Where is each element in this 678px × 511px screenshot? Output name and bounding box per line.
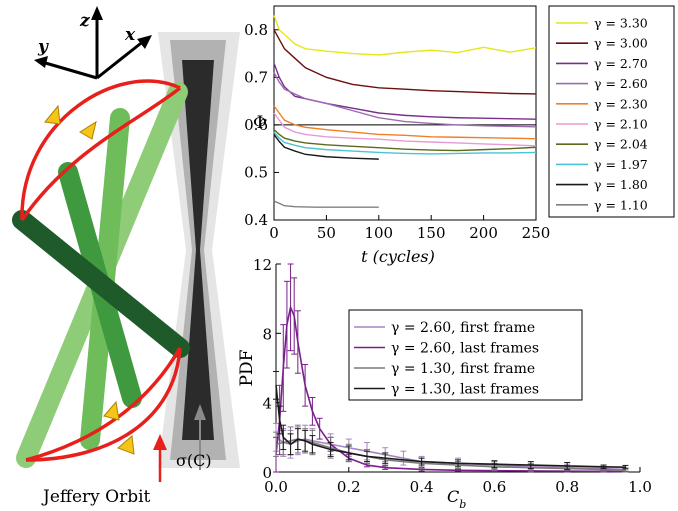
x-tick-label: 0.4 [410, 478, 434, 496]
axis-z-label: z [79, 11, 90, 31]
y-tick-label: 4 [262, 395, 272, 413]
series-line [273, 15, 537, 56]
y-tick-label: 8 [262, 325, 272, 343]
legend-entry: γ = 1.10 [594, 197, 648, 212]
y-tick-label: 0 [262, 464, 272, 482]
x-tick-label: 0.2 [337, 478, 361, 496]
legend-entry: γ = 1.30, first frame [391, 361, 535, 377]
legend-entry: γ = 2.60, first frame [391, 320, 535, 336]
x-tick-label: 0.6 [482, 478, 506, 496]
legend-entry: γ = 2.10 [594, 117, 648, 132]
chart1-ylabel: Φ [253, 113, 267, 133]
series-line [273, 112, 537, 147]
y-tick-label: 0.5 [244, 163, 268, 181]
chart2-legend: γ = 2.60, first frame γ = 2.60, last fram… [348, 309, 583, 401]
legend-entry: γ = 3.30 [594, 16, 648, 31]
phi-vs-time-chart: 0 50 100 150 200 250 0.4 0.5 0.6 0.7 0.8 Φ t (cycl… [244, 5, 675, 266]
arrow-icon [79, 120, 97, 140]
coordinate-axes: z x y [34, 6, 152, 80]
sigma-label: σ(C) [176, 451, 212, 470]
chart1-xlabel: t (cycles) [361, 247, 435, 266]
series-line [273, 131, 537, 155]
orbit-label: Jeffery Orbit [41, 487, 151, 507]
legend-entry: γ = 2.60 [594, 76, 648, 91]
legend-entry: γ = 2.30 [594, 96, 648, 111]
series-line [273, 200, 379, 208]
arrow-icon [44, 104, 61, 125]
y-tick-label: 12 [253, 256, 272, 274]
chart1-legend: γ = 3.30 γ = 3.00 γ = 2.70 γ = 2.60 γ = 2.30… [548, 5, 675, 218]
x-tick-label: 0.0 [264, 478, 288, 496]
rods [12, 82, 190, 468]
series-line [273, 133, 379, 160]
x-tick-label: 50 [317, 224, 336, 242]
sigma-indicator: σ(C) [176, 404, 212, 470]
orbit-indicator: Jeffery Orbit [41, 434, 167, 507]
x-tick-label: 0.8 [555, 478, 579, 496]
series-line [273, 29, 537, 95]
rod-dark [12, 210, 190, 358]
chart2-ylabel: PDF [237, 349, 257, 386]
arrow-icon [117, 435, 135, 455]
legend-entry: γ = 1.30, last frames [391, 382, 539, 398]
series-line [273, 72, 537, 128]
orbit-paths [20, 79, 182, 462]
legend-entry: γ = 3.00 [594, 36, 648, 51]
x-tick-label: 1.0 [628, 478, 652, 496]
series-line [275, 385, 626, 468]
series-line [273, 62, 537, 120]
x-tick-label: 150 [417, 224, 446, 242]
x-tick-label: 100 [364, 224, 393, 242]
series-line [275, 436, 626, 471]
y-tick-label: 0.4 [244, 211, 268, 229]
series-line [273, 129, 537, 152]
axis-y-label: y [37, 37, 49, 57]
orbit-direction-arrows [44, 104, 135, 455]
chart2-xlabel: Cb [447, 487, 466, 511]
legend-entry: γ = 1.80 [594, 177, 648, 192]
legend-entry: γ = 2.04 [594, 137, 648, 152]
arrow-icon [103, 400, 120, 421]
chart1-frame [273, 5, 537, 221]
x-tick-label: 200 [469, 224, 498, 242]
jeffery-orbit-illustration: z x y σ(C) [12, 6, 240, 507]
pdf-vs-cb-chart: 0.0 0.2 0.4 0.6 0.8 1.0 0 4 8 12 PDF Cb γ = 2.60,… [237, 256, 652, 511]
x-tick-label: 0 [269, 224, 279, 242]
series-group [273, 370, 629, 470]
legend-entry: γ = 2.60, last frames [391, 341, 539, 357]
legend-entry: γ = 1.97 [594, 157, 648, 172]
y-tick-label: 0.6 [244, 116, 268, 134]
y-tick-label: 0.8 [244, 21, 268, 39]
axis-x-label: x [124, 25, 136, 45]
legend-entry: γ = 2.70 [594, 56, 648, 71]
y-tick-label: 0.7 [244, 68, 268, 86]
series-line [273, 105, 537, 140]
x-tick-label: 250 [522, 224, 551, 242]
